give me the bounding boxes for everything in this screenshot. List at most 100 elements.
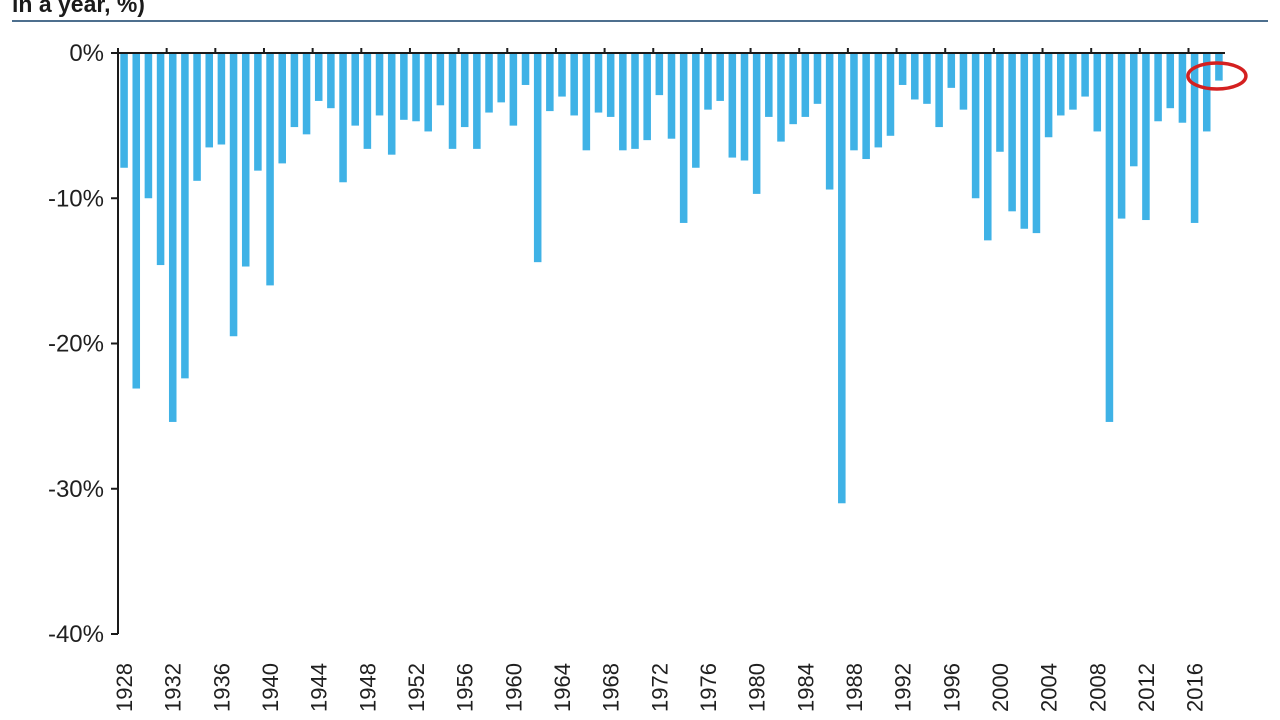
bar-1996 — [947, 53, 956, 88]
bar-1956 — [460, 53, 469, 128]
bar-1961 — [521, 53, 530, 85]
x-tick-label: 1960 — [501, 663, 526, 712]
bar-1971 — [643, 53, 651, 141]
x-tick-label: 1932 — [161, 663, 186, 712]
bar-1943 — [302, 53, 311, 135]
bar-1989 — [862, 53, 870, 160]
y-tick-label: -40% — [48, 621, 104, 648]
bar-1944 — [314, 53, 323, 101]
bar-1955 — [448, 53, 457, 149]
x-tick-label: 1996 — [939, 663, 964, 712]
bar-1948 — [363, 53, 372, 149]
x-tick-label: 1976 — [696, 663, 721, 712]
bar-1929 — [132, 53, 141, 389]
bar-1928 — [120, 53, 128, 168]
bar-1941 — [278, 53, 286, 164]
x-tick-label: 1968 — [599, 663, 624, 712]
bar-1966 — [582, 53, 591, 151]
bar-1999 — [984, 53, 992, 241]
bar-1939 — [254, 53, 262, 171]
bar-2010 — [1117, 53, 1126, 219]
bar-1979 — [740, 53, 749, 161]
bar-1988 — [850, 53, 858, 151]
bar-1964 — [558, 53, 566, 97]
bar-1997 — [959, 53, 968, 110]
bar-2009 — [1105, 53, 1114, 422]
bar-1984 — [801, 53, 810, 117]
bar-1951 — [400, 53, 408, 120]
bar-1977 — [716, 53, 724, 101]
bar-1969 — [619, 53, 627, 151]
bar-2007 — [1081, 53, 1089, 97]
bar-1932 — [168, 53, 177, 422]
x-tick-label: 1944 — [307, 663, 332, 712]
x-tick-label: 2004 — [1037, 663, 1062, 712]
bar-1972 — [655, 53, 664, 96]
y-tick-label: -10% — [48, 185, 104, 212]
x-tick-label: 2008 — [1085, 663, 1110, 712]
bar-1949 — [375, 53, 384, 116]
bar-1954 — [436, 53, 445, 106]
bar-1934 — [193, 53, 201, 181]
x-tick-label: 1952 — [404, 663, 429, 712]
bar-1985 — [813, 53, 822, 104]
bar-2011 — [1129, 53, 1138, 167]
x-tick-label: 1980 — [745, 663, 770, 712]
bar-1995 — [935, 53, 943, 128]
bar-2001 — [1008, 53, 1016, 212]
bar-1931 — [156, 53, 165, 266]
bar-1975 — [692, 53, 700, 168]
bar-1935 — [205, 53, 214, 148]
bar-1940 — [266, 53, 274, 286]
x-tick-label: 1992 — [891, 663, 916, 712]
bar-1958 — [485, 53, 493, 113]
x-tick-label: 1928 — [112, 663, 137, 712]
y-tick-label: 0% — [69, 40, 104, 67]
x-tick-label: 1936 — [209, 663, 234, 712]
bar-1952 — [412, 53, 420, 122]
x-tick-label: 1940 — [258, 663, 283, 712]
bar-2003 — [1032, 53, 1041, 234]
bar-1965 — [570, 53, 578, 116]
bar-2013 — [1154, 53, 1162, 122]
x-tick-label: 2016 — [1183, 663, 1208, 712]
bar-1982 — [777, 53, 785, 142]
bar-1990 — [874, 53, 883, 148]
bar-1968 — [606, 53, 615, 117]
chart-title: in a year, %) — [12, 0, 145, 17]
bar-1950 — [387, 53, 396, 155]
bar-1953 — [424, 53, 432, 132]
x-tick-label: 1972 — [647, 663, 672, 712]
bar-2012 — [1142, 53, 1150, 221]
bar-1959 — [497, 53, 505, 103]
y-tick-label: -30% — [48, 476, 104, 503]
highlight-ellipse — [1186, 61, 1248, 91]
bar-1937 — [229, 53, 238, 337]
title-divider — [12, 20, 1268, 22]
bar-1980 — [752, 53, 761, 194]
bar-2018 — [1215, 53, 1223, 81]
x-tick-label: 1964 — [550, 663, 575, 712]
bar-1947 — [351, 53, 359, 126]
bar-2004 — [1044, 53, 1053, 138]
bar-2006 — [1069, 53, 1077, 110]
bar-2016 — [1190, 53, 1199, 223]
bar-2017 — [1202, 53, 1211, 132]
bar-2002 — [1020, 53, 1029, 229]
bar-1998 — [971, 53, 980, 199]
bar-1987 — [838, 53, 846, 504]
bar-2000 — [996, 53, 1004, 152]
bar-1993 — [911, 53, 919, 100]
bar-1978 — [728, 53, 737, 158]
bar-1962 — [533, 53, 542, 263]
bar-1936 — [217, 53, 226, 145]
bar-1976 — [704, 53, 712, 110]
bar-2014 — [1166, 53, 1175, 109]
bar-1981 — [765, 53, 773, 117]
x-tick-label: 2012 — [1134, 663, 1159, 712]
x-tick-label: 1988 — [842, 663, 867, 712]
bar-1957 — [473, 53, 481, 149]
bar-1946 — [339, 53, 347, 183]
